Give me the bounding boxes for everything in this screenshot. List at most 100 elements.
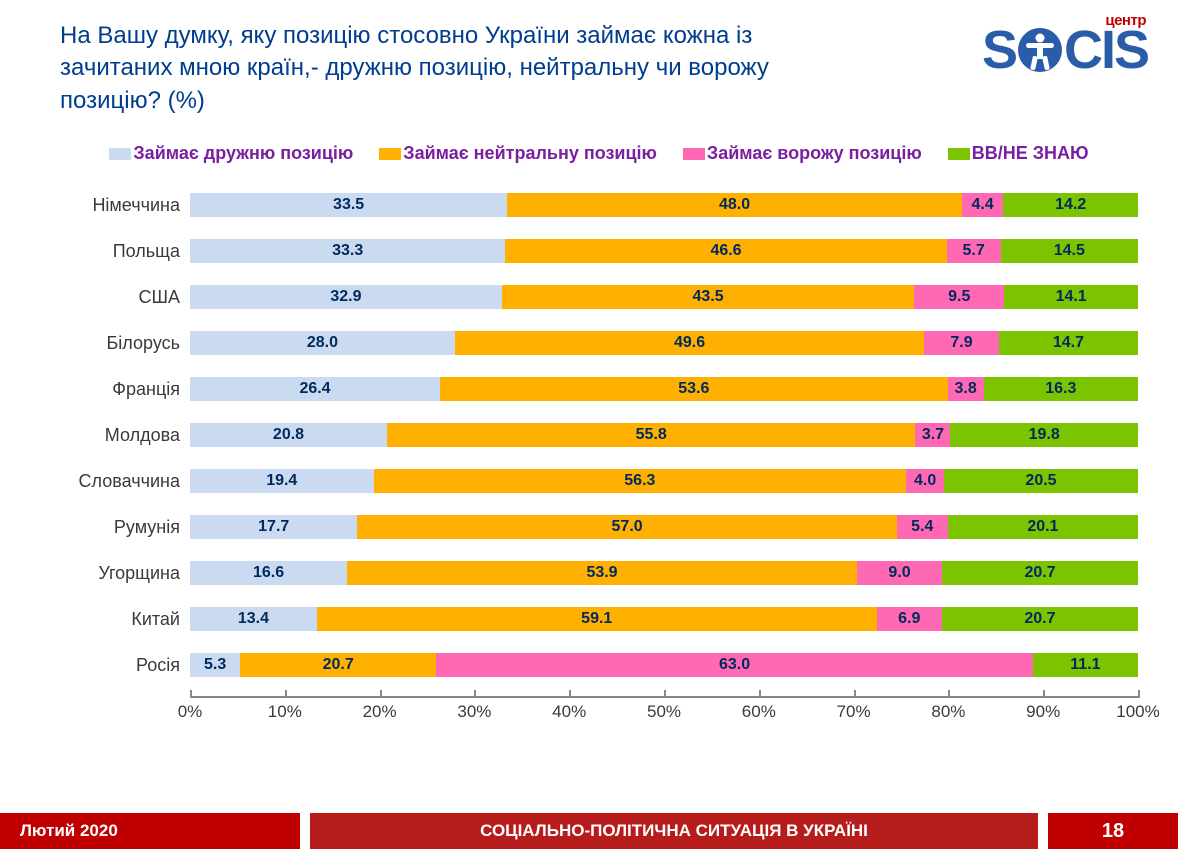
- bar-segment: 20.7: [942, 561, 1138, 585]
- bar-segment: 6.9: [877, 607, 942, 631]
- segment-value: 14.2: [1055, 196, 1086, 214]
- axis-tick-label: 20%: [363, 702, 397, 722]
- bar-segment: 46.6: [505, 239, 946, 263]
- stacked-bar-chart: Німеччина33.548.04.414.2Польща33.346.65.…: [0, 172, 1178, 688]
- footer-gap: [300, 813, 310, 849]
- bar-segment: 9.0: [857, 561, 942, 585]
- footer-title: СОЦІАЛЬНО-ПОЛІТИЧНА СИТУАЦІЯ В УКРАЇНІ: [310, 813, 1038, 849]
- logo-text-suffix: CIS: [1064, 20, 1148, 80]
- segment-value: 5.7: [963, 242, 985, 260]
- segment-value: 20.1: [1027, 518, 1058, 536]
- x-axis: 0%10%20%30%40%50%60%70%80%90%100%: [0, 696, 1178, 724]
- x-axis-track: 0%10%20%30%40%50%60%70%80%90%100%: [190, 696, 1138, 724]
- bar-segment: 3.7: [915, 423, 950, 447]
- logo-text-prefix: S: [982, 20, 1016, 80]
- legend-label: Займає ворожу позицію: [707, 143, 922, 164]
- chart-row: Румунія17.757.05.4 20.1: [40, 504, 1138, 550]
- legend-item: Займає дружню позицію: [109, 143, 353, 164]
- bar-segment: 59.1: [317, 607, 877, 631]
- bar-track: 33.346.65.714.5: [190, 239, 1138, 263]
- bar-segment: 13.4: [190, 607, 317, 631]
- segment-value: 16.3: [1045, 380, 1076, 398]
- segment-value: 48.0: [719, 196, 750, 214]
- bar-segment: 20.1: [948, 515, 1138, 539]
- segment-value: 4.4: [972, 196, 994, 214]
- bar-segment: 4.4: [962, 193, 1004, 217]
- segment-value: 19.4: [266, 472, 297, 490]
- bar-segment: 5.7: [947, 239, 1001, 263]
- segment-value: 20.7: [323, 656, 354, 674]
- axis-tick-label: 90%: [1026, 702, 1060, 722]
- bar-track: 33.548.04.414.2: [190, 193, 1138, 217]
- segment-value: 26.4: [299, 380, 330, 398]
- legend-swatch: [948, 148, 970, 160]
- legend-label: Займає дружню позицію: [133, 143, 353, 164]
- bar-segment: 17.7: [190, 515, 357, 539]
- axis-tick-label: 0%: [178, 702, 203, 722]
- chart-title: На Вашу думку, яку позицію стосовно Укра…: [60, 20, 810, 117]
- bar-segment: 55.8: [387, 423, 915, 447]
- segment-value: 20.7: [1024, 610, 1055, 628]
- logo-person-icon: [1016, 26, 1064, 74]
- bar-track: 32.9 43.5 9.5 14.1: [190, 285, 1138, 309]
- bar-segment: 56.3: [374, 469, 907, 493]
- chart-row: Молдова 20.8 55.8 3.7 19.8: [40, 412, 1138, 458]
- segment-value: 46.6: [710, 242, 741, 260]
- bar-segment: 57.0: [357, 515, 896, 539]
- legend-swatch: [109, 148, 131, 160]
- axis-tick-label: 100%: [1116, 702, 1159, 722]
- segment-value: 53.6: [678, 380, 709, 398]
- axis-tick: [759, 690, 761, 698]
- segment-value: 53.9: [586, 564, 617, 582]
- legend-swatch: [683, 148, 705, 160]
- bar-segment: 19.4: [190, 469, 374, 493]
- segment-value: 9.5: [948, 288, 970, 306]
- bar-track: 5.320.763.011.1: [190, 653, 1138, 677]
- row-label: Молдова: [40, 425, 190, 446]
- axis-tick-label: 60%: [742, 702, 776, 722]
- bar-track: 13.4 59.1 6.9 20.7: [190, 607, 1138, 631]
- legend-label: ВВ/НЕ ЗНАЮ: [972, 143, 1089, 164]
- bar-segment: 20.5: [944, 469, 1138, 493]
- bar-segment: 3.8: [948, 377, 984, 401]
- bar-segment: 4.0: [906, 469, 944, 493]
- axis-tick: [854, 690, 856, 698]
- row-label: Румунія: [40, 517, 190, 538]
- segment-value: 49.6: [674, 334, 705, 352]
- segment-value: 20.8: [273, 426, 304, 444]
- segment-value: 33.3: [332, 242, 363, 260]
- segment-value: 20.5: [1025, 472, 1056, 490]
- row-label: Словаччина: [40, 471, 190, 492]
- bar-segment: 33.3: [190, 239, 505, 263]
- footer-gap: [1038, 813, 1048, 849]
- legend: Займає дружню позицію Займає нейтральну п…: [0, 127, 1178, 172]
- segment-value: 55.8: [636, 426, 667, 444]
- bar-segment: 63.0: [436, 653, 1033, 677]
- legend-item: Займає нейтральну позицію: [379, 143, 657, 164]
- chart-row: Німеччина33.548.04.414.2: [40, 182, 1138, 228]
- bar-segment: 5.4: [897, 515, 948, 539]
- row-label: Білорусь: [40, 333, 190, 354]
- bar-segment: 43.5: [502, 285, 914, 309]
- segment-value: 7.9: [950, 334, 972, 352]
- segment-value: 20.7: [1024, 564, 1055, 582]
- segment-value: 14.1: [1056, 288, 1087, 306]
- bar-segment: 26.4: [190, 377, 440, 401]
- segment-value: 59.1: [581, 610, 612, 628]
- row-label: Росія: [40, 655, 190, 676]
- axis-tick: [380, 690, 382, 698]
- row-label: США: [40, 287, 190, 308]
- segment-value: 28.0: [307, 334, 338, 352]
- segment-value: 19.8: [1029, 426, 1060, 444]
- bar-segment: 14.2: [1003, 193, 1137, 217]
- bar-segment: 9.5: [914, 285, 1004, 309]
- bar-segment: 7.9: [924, 331, 999, 355]
- axis-tick: [1138, 690, 1140, 698]
- segment-value: 32.9: [330, 288, 361, 306]
- chart-row: Китай13.459.16.920.7: [40, 596, 1138, 642]
- segment-value: 16.6: [253, 564, 284, 582]
- axis-tick: [474, 690, 476, 698]
- row-label: Німеччина: [40, 195, 190, 216]
- axis-tick: [1043, 690, 1045, 698]
- bar-segment: 5.3: [190, 653, 240, 677]
